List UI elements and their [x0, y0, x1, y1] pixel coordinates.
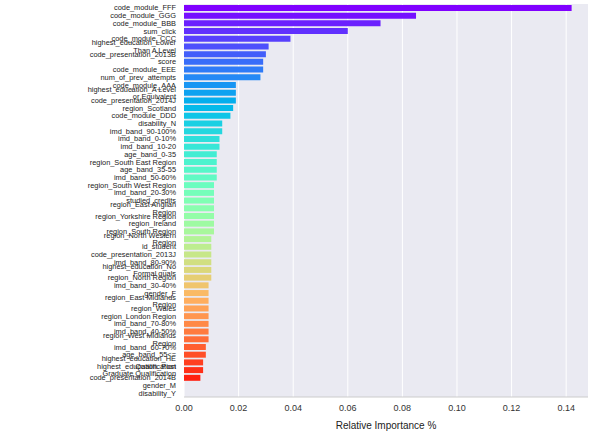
svg-text:0.08: 0.08	[394, 403, 412, 413]
svg-text:0.04: 0.04	[284, 403, 302, 413]
svg-text:0.06: 0.06	[339, 403, 357, 413]
svg-text:0.00: 0.00	[175, 403, 193, 413]
svg-text:0.02: 0.02	[230, 403, 248, 413]
svg-text:disability_Y: disability_Y	[139, 389, 176, 398]
svg-text:Relative Importance %: Relative Importance %	[336, 420, 437, 431]
svg-text:0.14: 0.14	[557, 403, 575, 413]
svg-text:0.10: 0.10	[448, 403, 466, 413]
svg-text:0.12: 0.12	[503, 403, 521, 413]
